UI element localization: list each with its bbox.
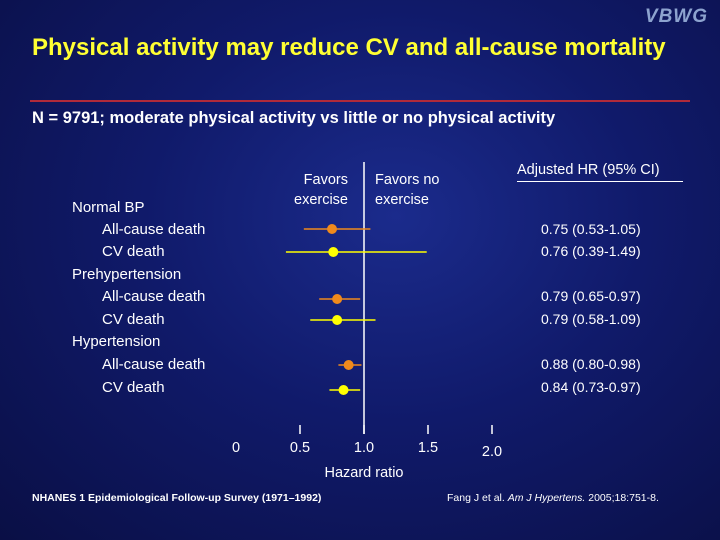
row-label: CV death: [102, 311, 165, 328]
x-tick-label: 0.5: [290, 440, 310, 456]
hr-point: [332, 315, 343, 325]
row-label: All-cause death: [102, 288, 206, 305]
hr-value: 0.79 (0.58-1.09): [541, 311, 641, 327]
hr-point: [328, 247, 339, 257]
hr-point: [343, 360, 354, 370]
citation-authors: Fang J et al.: [447, 492, 508, 504]
x-tick-label: 2.0: [482, 444, 502, 460]
hr-value: 0.84 (0.73-0.97): [541, 379, 641, 395]
hr-value: 0.75 (0.53-1.05): [541, 221, 641, 237]
hr-value: 0.76 (0.39-1.49): [541, 243, 641, 259]
hr-column-header: Adjusted HR (95% CI): [517, 162, 683, 182]
citation-journal: Am J Hypertens.: [507, 492, 586, 504]
forest-rows: [285, 224, 427, 395]
hr-point: [332, 294, 343, 304]
x-tick-label: 0: [232, 440, 240, 456]
citation: Fang J et al. Am J Hypertens. 2005;18:75…: [447, 492, 659, 504]
slide-title: Physical activity may reduce CV and all-…: [32, 34, 666, 61]
group-label-hypertension: Hypertension: [72, 333, 161, 350]
group-label-normal-bp: Normal BP: [72, 199, 145, 216]
x-axis-label: Hazard ratio: [325, 465, 404, 481]
vbwg-logo: VBWG: [644, 6, 708, 27]
row-label: CV death: [102, 243, 165, 260]
favors-exercise-label: Favors exercise: [294, 172, 348, 208]
citation-details: 2005;18:751-8.: [585, 492, 659, 504]
slide-subtitle: N = 9791; moderate physical activity vs …: [32, 109, 556, 127]
x-tick-label: 1.0: [354, 440, 374, 456]
favors-no-exercise-label: Favors no exercise: [375, 172, 440, 208]
row-label: CV death: [102, 379, 165, 396]
group-label-prehypertension: Prehypertension: [72, 266, 182, 283]
row-label: All-cause death: [102, 356, 206, 373]
hr-point: [327, 224, 337, 234]
hr-value: 0.79 (0.65-0.97): [541, 288, 641, 304]
hr-value: 0.88 (0.80-0.98): [541, 356, 641, 372]
hr-point: [338, 385, 349, 395]
row-label: All-cause death: [102, 221, 206, 238]
source-note: NHANES 1 Epidemiological Follow-up Surve…: [32, 492, 322, 504]
x-axis: 0 0.5 1.0 1.5 2.0: [232, 425, 502, 460]
x-tick-label: 1.5: [418, 440, 438, 456]
title-divider: [30, 100, 690, 102]
